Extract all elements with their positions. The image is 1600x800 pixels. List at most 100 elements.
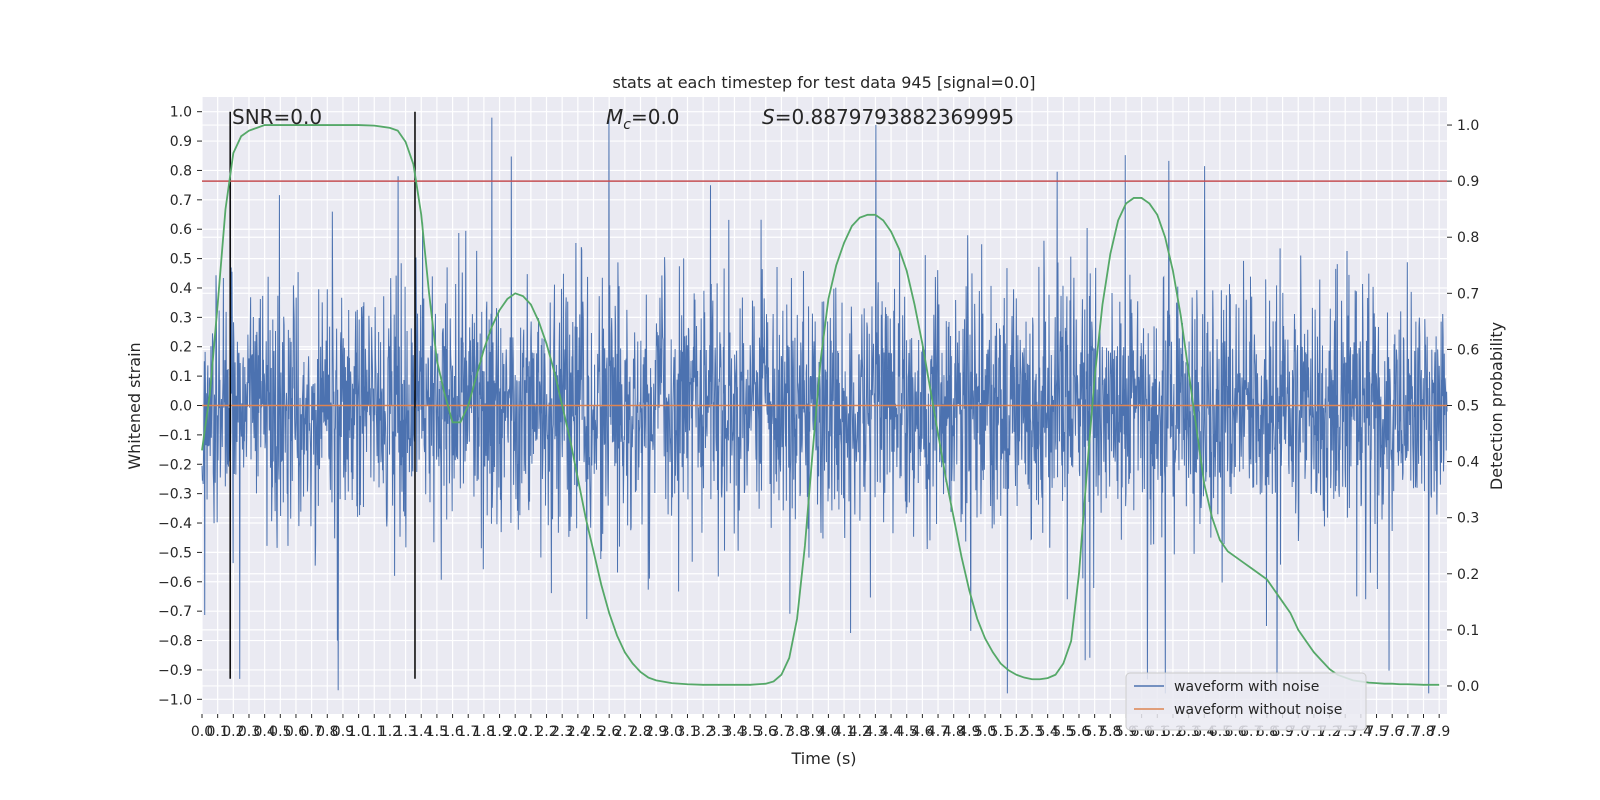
probability-trace (201, 124, 1440, 686)
y2-tick-label: 0.5 (1457, 399, 1479, 415)
x-tick-label: 1.4 (410, 724, 432, 740)
y-tick-label: −0.1 (158, 428, 192, 444)
chirp-mass-subscript: c (623, 117, 631, 133)
x-tick-label: 5.0 (974, 724, 996, 740)
x-tick-label: 5.5 (1052, 724, 1074, 740)
score-value: =0.8879793882369995 (775, 105, 1014, 129)
x-tick-label: 2.0 (504, 724, 526, 740)
x-tick-label: 3.8 (786, 724, 808, 740)
x-tick-label: 4.1 (833, 724, 855, 740)
x-tick-label: 5.2 (1005, 724, 1027, 740)
score-symbol: S (762, 105, 775, 129)
series-waveform-with-noise (201, 117, 1448, 694)
x-tick-label: 1.7 (457, 724, 479, 740)
x-tick-label: 3.5 (739, 724, 761, 740)
y-tick-label: −0.4 (158, 516, 192, 532)
x-tick-label: 0.4 (254, 724, 276, 740)
noise-trace (201, 117, 1448, 694)
y-tick-label: 0.8 (170, 163, 192, 179)
x-tick-label: 4.7 (927, 724, 949, 740)
score-annotation: S=0.8879793882369995 (762, 105, 1014, 129)
x-tick-label: 2.6 (598, 724, 620, 740)
y-tick-label: −0.6 (158, 575, 192, 591)
x-tick-label: 4.2 (849, 724, 871, 740)
chirp-mass-symbol: M (606, 105, 623, 129)
y-tick-label: 0.7 (170, 193, 192, 209)
y-tick-label: −0.7 (158, 604, 192, 620)
x-tick-label: 0.3 (238, 724, 260, 740)
x-axis-ticks: 0.00.10.20.30.40.50.60.70.80.91.01.11.21… (191, 714, 1450, 740)
x-tick-label: 0.8 (316, 724, 338, 740)
legend-label-clean: waveform without noise (1174, 702, 1342, 718)
x-tick-label: 1.8 (473, 724, 495, 740)
y-tick-label: 0.4 (170, 281, 192, 297)
x-tick-label: 0.7 (300, 724, 322, 740)
x-tick-label: 3.7 (770, 724, 792, 740)
x-tick-label: 7.9 (1428, 724, 1450, 740)
y2-axis-label: Detection probability (1487, 322, 1506, 490)
legend-label-noise: waveform with noise (1174, 679, 1319, 695)
x-axis-label: Time (s) (790, 749, 856, 768)
y-tick-label: −1.0 (158, 692, 192, 708)
x-tick-label: 1.5 (426, 724, 448, 740)
y2-tick-label: 0.2 (1457, 567, 1479, 583)
y2-tick-label: 0.0 (1457, 679, 1479, 695)
x-tick-label: 0.2 (222, 724, 244, 740)
x-tick-label: 7.5 (1365, 724, 1387, 740)
vertical-markers (229, 111, 416, 679)
x-tick-label: 1.6 (441, 724, 463, 740)
y-tick-label: 0.0 (170, 399, 192, 415)
x-tick-label: 1.2 (379, 724, 401, 740)
series-detection-probability (201, 124, 1440, 686)
legend-box (1125, 672, 1367, 731)
y-tick-label: 1.0 (170, 105, 192, 121)
y-tick-label: −0.8 (158, 634, 192, 650)
y-tick-label: 0.2 (170, 340, 192, 356)
x-tick-label: 0.5 (269, 724, 291, 740)
x-tick-label: 0.6 (285, 724, 307, 740)
x-tick-label: 3.4 (723, 724, 745, 740)
y-tick-label: 0.9 (170, 134, 192, 150)
x-tick-label: 3.3 (708, 724, 730, 740)
chirp-mass-annotation: Mc=0.0 (606, 105, 680, 133)
x-tick-label: 1.3 (394, 724, 416, 740)
y2-tick-label: 0.7 (1457, 286, 1479, 302)
y2-tick-label: 0.9 (1457, 174, 1479, 190)
y-tick-label: 0.1 (170, 369, 192, 385)
y-tick-label: −0.5 (158, 545, 192, 561)
x-tick-label: 5.1 (990, 724, 1012, 740)
x-tick-label: 0.1 (207, 724, 229, 740)
y-axis-ticks: 1.0 0.9 0.8 0.7 0.6 0.5 0.4 0.3 0.2 0.1 0.0 −0.1 −0.… (158, 105, 202, 708)
y-tick-label: −0.2 (158, 457, 192, 473)
snr-annotation: SNR=0.0 (232, 105, 322, 129)
x-tick-label: 7.7 (1397, 724, 1419, 740)
y-tick-label: 0.5 (170, 252, 192, 268)
x-tick-label: 5.7 (1084, 724, 1106, 740)
x-tick-label: 5.6 (1068, 724, 1090, 740)
y2-tick-label: 0.4 (1457, 455, 1479, 471)
x-tick-label: 7.6 (1381, 724, 1403, 740)
x-tick-label: 2.7 (614, 724, 636, 740)
x-tick-label: 2.2 (535, 724, 557, 740)
x-tick-label: 1.1 (363, 724, 385, 740)
y2-axis-ticks: 1.0 0.9 0.8 0.7 0.6 0.5 0.4 0.3 0.2 0.1 0.0 (1447, 118, 1479, 695)
y-tick-label: −0.9 (158, 663, 192, 679)
x-tick-label: 2.9 (645, 724, 667, 740)
chart-title: stats at each timestep for test data 945… (612, 73, 1035, 92)
x-tick-label: 2.8 (629, 724, 651, 740)
x-tick-label: 0.9 (332, 724, 354, 740)
chirp-mass-value: =0.0 (631, 105, 680, 129)
y2-tick-label: 0.6 (1457, 342, 1479, 358)
x-tick-label: 5.3 (1021, 724, 1043, 740)
x-tick-label: 1.0 (347, 724, 369, 740)
y2-tick-label: 0.3 (1457, 511, 1479, 527)
y2-tick-label: 0.1 (1457, 623, 1479, 639)
x-tick-label: 4.3 (864, 724, 886, 740)
x-tick-label: 2.4 (567, 724, 589, 740)
y-axis-label: Whitened strain (125, 342, 144, 469)
x-tick-label: 4.5 (896, 724, 918, 740)
y-tick-label: 0.6 (170, 222, 192, 238)
x-tick-label: 2.1 (520, 724, 542, 740)
